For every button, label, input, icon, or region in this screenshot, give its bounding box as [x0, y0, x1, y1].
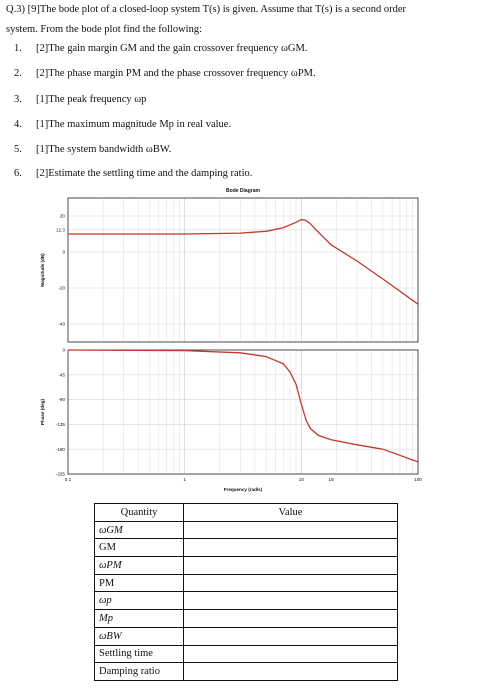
quantity-cell: ωPM	[94, 556, 184, 575]
table-row: ωPM	[94, 556, 398, 575]
question-item-text: [1]The peak frequency ωp	[36, 94, 147, 105]
quantity-cell: GM	[94, 538, 184, 558]
x-tick-label: 18	[329, 477, 335, 482]
phase-y-tick-label: -135	[56, 422, 66, 427]
answer-table: Quantity Value ωGM GM ωPM PM ωp Mp ωBW S…	[94, 503, 398, 681]
question-item: 3. [1]The peak frequency ωp	[14, 94, 147, 105]
x-tick-label: 10	[299, 477, 305, 482]
quantity-cell: Damping ratio	[94, 662, 184, 681]
question-item: 2. [2]The phase margin PM and the phase c…	[14, 68, 316, 79]
phase-y-tick-label: -90	[58, 397, 65, 402]
question-item-text: [1]The maximum magnitude Mp in real valu…	[36, 119, 232, 130]
question-item-text: [2]The gain margin GM and the gain cross…	[36, 43, 308, 54]
quantity-cell: ωBW	[94, 626, 184, 646]
quantity-cell: Settling time	[94, 644, 184, 664]
question-item: 4. [1]The maximum magnitude Mp in real va…	[14, 119, 232, 130]
question-line-2: system. From the bode plot find the foll…	[6, 24, 202, 35]
table-row: ωp	[94, 591, 398, 611]
value-cell[interactable]	[183, 644, 398, 664]
magnitude-y-tick-label: 12.3	[56, 227, 65, 232]
table-row: ωGM	[94, 520, 398, 540]
table-row: Settling time	[94, 644, 398, 664]
header-quantity: Quantity	[94, 503, 184, 522]
magnitude-y-tick-label: 0	[62, 250, 65, 255]
question-item-text: [2]The phase margin PM and the phase cro…	[36, 68, 316, 79]
phase-series-line	[67, 349, 419, 463]
magnitude-y-axis-label: Magnitude (dB)	[40, 253, 45, 287]
bode-plot-svg: Bode Diagram 20 12.3 0 -20 -40 Magnitude (dB) 0…	[40, 188, 422, 492]
header-value: Value	[183, 503, 398, 522]
table-row: GM	[94, 538, 398, 558]
quantity-cell: PM	[94, 573, 184, 593]
table-row: ωBW	[94, 626, 398, 646]
value-cell[interactable]	[183, 538, 398, 558]
chart-title: Bode Diagram	[226, 188, 260, 194]
magnitude-y-tick-label: -40	[58, 322, 65, 327]
magnitude-y-tick-label: -20	[58, 286, 65, 291]
question-item-text: [2]Estimate the settling time and the da…	[36, 168, 253, 179]
quantity-cell: ωGM	[94, 520, 184, 540]
magnitude-series-line	[68, 218, 419, 305]
table-row: Mp	[94, 609, 398, 628]
phase-y-tick-label: -180	[56, 447, 66, 452]
value-cell[interactable]	[183, 609, 398, 628]
question-item: 6. [2]Estimate the settling time and the …	[14, 168, 253, 179]
x-tick-label: 1	[183, 477, 186, 482]
quantity-cell: ωp	[94, 591, 184, 611]
phase-y-tick-label: -45	[58, 372, 65, 377]
phase-y-tick-label: -225	[56, 472, 66, 477]
table-header-row: Quantity Value	[94, 503, 398, 522]
value-cell[interactable]	[183, 520, 398, 540]
phase-y-tick-label: 0	[62, 348, 65, 353]
x-axis-label: Frequency (rad/s)	[224, 487, 263, 492]
question-item: 1. [2]The gain margin GM and the gain cro…	[14, 43, 308, 54]
quantity-cell: Mp	[94, 609, 184, 628]
phase-plot-area	[68, 350, 418, 474]
phase-frame	[67, 349, 419, 475]
value-cell[interactable]	[183, 591, 398, 611]
value-cell[interactable]	[183, 556, 398, 575]
magnitude-y-tick-label: 20	[60, 214, 66, 219]
table-row: Damping ratio	[94, 662, 398, 681]
value-cell[interactable]	[183, 573, 398, 593]
value-cell[interactable]	[183, 662, 398, 681]
bode-diagram: Bode Diagram 20 12.3 0 -20 -40 Magnitude (dB) 0…	[0, 178, 502, 498]
question-item: 5. [1]The system bandwidth ωBW.	[14, 144, 172, 155]
x-tick-label: 0.1	[65, 477, 72, 482]
question-item-text: [1]The system bandwidth ωBW.	[36, 144, 172, 155]
phase-y-axis-label: Phase (deg)	[40, 399, 45, 426]
table-row: PM	[94, 573, 398, 593]
magnitude-plot-area	[68, 198, 418, 342]
magnitude-frame	[67, 197, 419, 343]
question-line-1: Q.3) [9]The bode plot of a closed-loop s…	[6, 4, 406, 15]
value-cell[interactable]	[183, 626, 398, 646]
x-tick-label: 100	[414, 477, 422, 482]
